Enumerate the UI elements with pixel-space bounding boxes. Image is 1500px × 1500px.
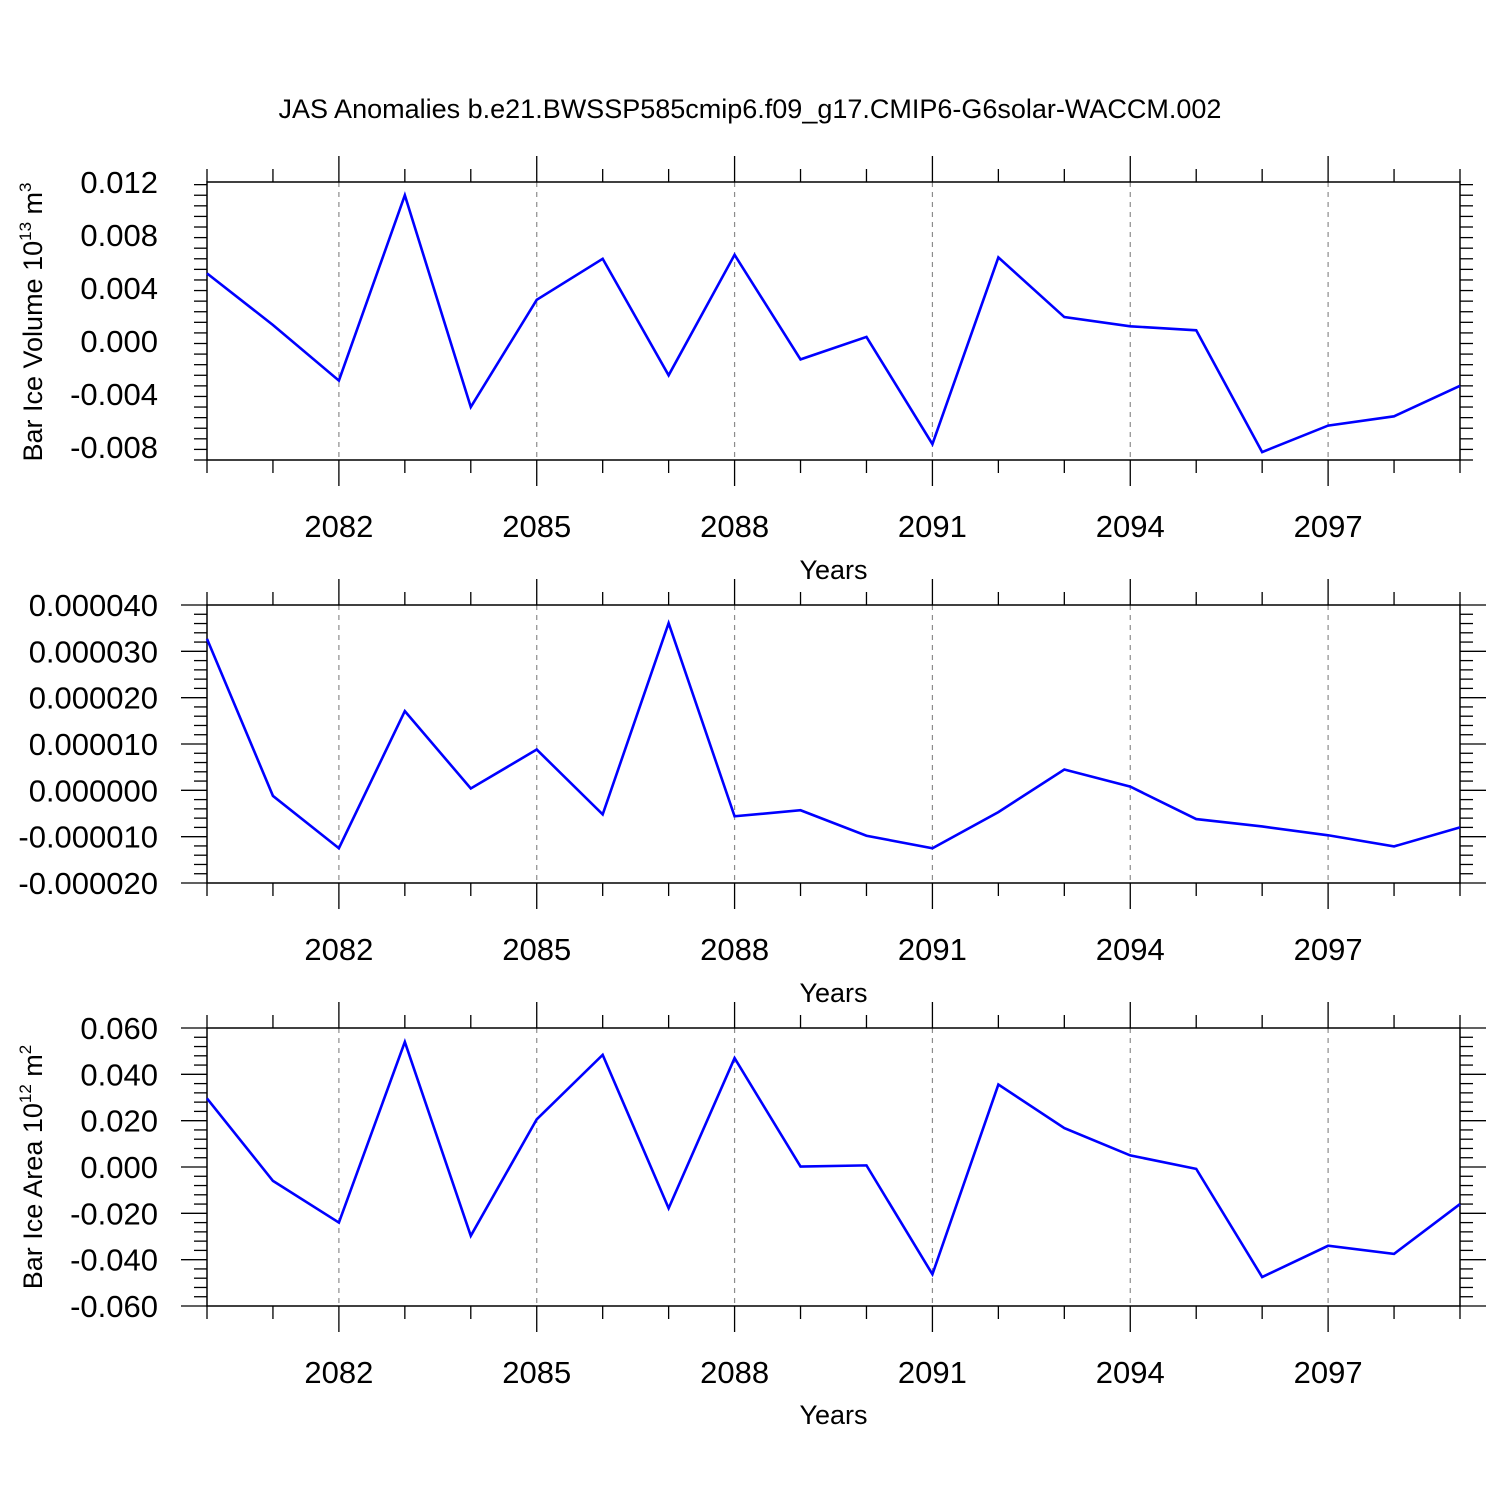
plot-frame (206, 604, 1461, 884)
figure-title: JAS Anomalies b.e21.BWSSP585cmip6.f09_g1… (279, 94, 1222, 124)
x-tick-label: 2082 (304, 1355, 373, 1390)
y-tick-label: 0.020 (80, 1104, 158, 1139)
x-tick-label: 2082 (304, 932, 373, 967)
x-tick-label: 2094 (1096, 932, 1165, 967)
x-axis-title: Years (799, 1400, 867, 1430)
series-line (205, 619, 1461, 851)
y-axis-title-unit-exponent: 3 (16, 182, 35, 191)
y-axis-title-base: Bar Ice Area 10 (18, 1103, 48, 1289)
y-tick-label: 0.040 (80, 1057, 158, 1092)
x-tick-label: 2088 (700, 509, 769, 544)
x-tick-label: 2097 (1294, 932, 1363, 967)
x-tick-label: 2094 (1096, 509, 1165, 544)
x-tick-label: 2091 (898, 1355, 967, 1390)
y-tick-label: 0.000040 (29, 588, 158, 623)
y-tick-label: 0.000010 (29, 727, 158, 762)
y-tick-label: 0.008 (80, 218, 158, 253)
y-axis-title-unit-exponent: 2 (16, 1045, 35, 1054)
y-tick-label: -0.008 (70, 430, 158, 465)
y-tick-label: -0.000020 (18, 866, 158, 901)
x-tick-label: 2091 (898, 932, 967, 967)
y-tick-label: 0.012 (80, 165, 158, 200)
y-axis-title-base: Bar Ice Volume 10 (18, 241, 48, 462)
x-tick-label: 2085 (502, 932, 571, 967)
plot-frame (206, 181, 1461, 461)
series-line (206, 191, 1461, 454)
x-tick-label: 2088 (700, 1355, 769, 1390)
x-tick-label: 2094 (1096, 1355, 1165, 1390)
y-tick-label: 0.000 (80, 1150, 158, 1185)
x-tick-label: 2097 (1294, 509, 1363, 544)
panel-3: 2082 2085 2088 2091 2094 2097 Years 0.060 0.040 0… (16, 1002, 1486, 1430)
series-line (205, 1037, 1461, 1279)
x-tick-label: 2082 (304, 509, 373, 544)
x-tick-label: 2085 (502, 1355, 571, 1390)
y-axis-title: Bar Ice Area 1012 m2 (16, 1045, 48, 1290)
y-tick-label: -0.020 (70, 1196, 158, 1231)
x-tick-label: 2091 (898, 509, 967, 544)
y-axis-title-exponent: 12 (16, 1084, 35, 1103)
x-axis-title: Years (799, 978, 867, 1008)
y-tick-label: -0.060 (70, 1289, 158, 1324)
y-tick-label: -0.000010 (18, 820, 158, 855)
y-tick-label: 0.000030 (29, 634, 158, 669)
x-tick-label: 2097 (1294, 1355, 1363, 1390)
y-axis-title-exponent: 13 (16, 222, 35, 241)
x-tick-label: 2088 (700, 932, 769, 967)
y-tick-label: 0.060 (80, 1011, 158, 1046)
panel-2: 2082 2085 2088 2091 2094 2097 Years 0.000040 0.0… (18, 579, 1486, 1008)
y-axis-title-unit: m (18, 192, 48, 222)
x-axis-title: Years (799, 555, 867, 585)
y-tick-label: 0.000 (80, 324, 158, 359)
y-tick-label: 0.000000 (29, 773, 158, 808)
x-tick-label: 2085 (502, 509, 571, 544)
y-axis-title-unit: m (18, 1054, 48, 1084)
y-tick-label: 0.000020 (29, 681, 158, 716)
y-tick-label: -0.004 (70, 377, 158, 412)
y-axis-title: Bar Ice Volume 1013 m3 (16, 182, 48, 461)
panel-1: 2082 2085 2088 2091 2094 2097 Years 0.012 0.008 0… (16, 156, 1473, 585)
y-tick-label: -0.040 (70, 1243, 158, 1278)
y-tick-label: 0.004 (80, 271, 158, 306)
